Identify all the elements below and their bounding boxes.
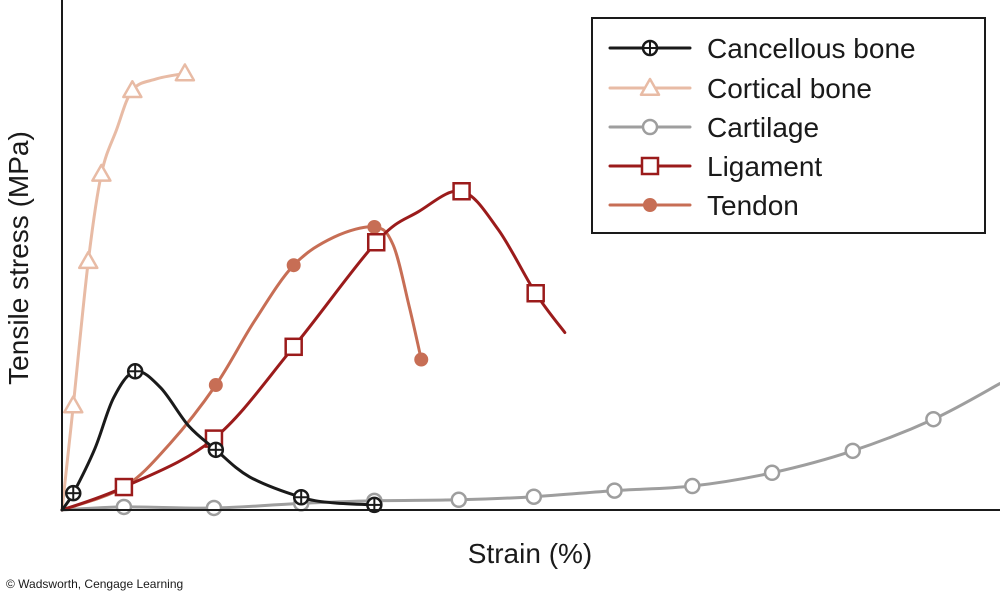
data-point-cancellous-bone: [207, 441, 225, 459]
series-tendon: [60, 219, 429, 512]
data-point-tendon: [367, 219, 382, 234]
data-point-cartilage: [525, 488, 543, 505]
data-point-cartilage: [205, 499, 223, 517]
data-point-ligament: [526, 284, 545, 303]
data-point-cartilage: [763, 464, 781, 482]
data-point-tendon: [286, 258, 301, 273]
data-point-ligament: [452, 182, 471, 201]
data-point-cortical-bone: [174, 63, 196, 82]
data-point-ligament: [366, 233, 386, 252]
legend-item-ligament: Ligament: [608, 151, 822, 182]
data-point-ligament: [284, 337, 303, 357]
data-point-cortical-bone: [63, 395, 84, 414]
series-line-ligament: [60, 189, 567, 512]
data-point-cancellous-bone: [126, 363, 144, 380]
legend-item-tendon: Tendon: [608, 190, 799, 221]
y-axis-label: Tensile stress (MPa): [3, 131, 34, 385]
x-axis-label: Strain (%): [468, 538, 592, 569]
legend: Cancellous bone Cortical bone Cartilage Lig…: [591, 17, 986, 234]
series-cortical-bone: [60, 63, 196, 512]
legend-label-cancellous-bone: Cancellous bone: [707, 33, 916, 64]
data-point-cancellous-bone: [292, 489, 310, 506]
data-point-cortical-bone: [122, 80, 143, 99]
data-point-cartilage: [115, 498, 133, 516]
series-ligament: [60, 182, 567, 512]
legend-marker-cancellous-bone: [641, 39, 659, 57]
data-point-cancellous-bone: [65, 484, 82, 502]
legend-marker-ligament: [640, 156, 660, 176]
legend-item-cartilage: Cartilage: [608, 112, 819, 143]
legend-marker-cartilage: [641, 118, 659, 136]
data-point-cartilage: [925, 410, 942, 428]
legend-label-ligament: Ligament: [707, 151, 822, 182]
legend-label-tendon: Tendon: [707, 190, 799, 221]
legend-item-cortical-bone: Cortical bone: [608, 73, 872, 104]
legend-label-cartilage: Cartilage: [707, 112, 819, 143]
legend-marker-cortical-bone: [639, 77, 661, 96]
legend-label-cortical-bone: Cortical bone: [707, 73, 872, 104]
legend-item-cancellous-bone: Cancellous bone: [608, 33, 916, 64]
plot-area: [60, 63, 1000, 517]
data-point-ligament: [114, 477, 134, 497]
data-point-cartilage: [606, 482, 623, 499]
data-point-cartilage: [844, 442, 861, 460]
data-point-tendon: [414, 352, 429, 367]
series-cancellous-bone: [60, 363, 383, 514]
data-point-cartilage: [450, 491, 468, 509]
data-point-tendon: [208, 378, 223, 393]
data-point-cartilage: [684, 477, 701, 495]
credit-text: © Wadsworth, Cengage Learning: [6, 577, 183, 591]
data-point-cortical-bone: [78, 250, 99, 270]
data-point-cortical-bone: [91, 163, 112, 182]
series-line-tendon: [60, 225, 423, 512]
legend-marker-tendon: [643, 198, 657, 212]
series-line-cortical-bone: [60, 71, 187, 512]
